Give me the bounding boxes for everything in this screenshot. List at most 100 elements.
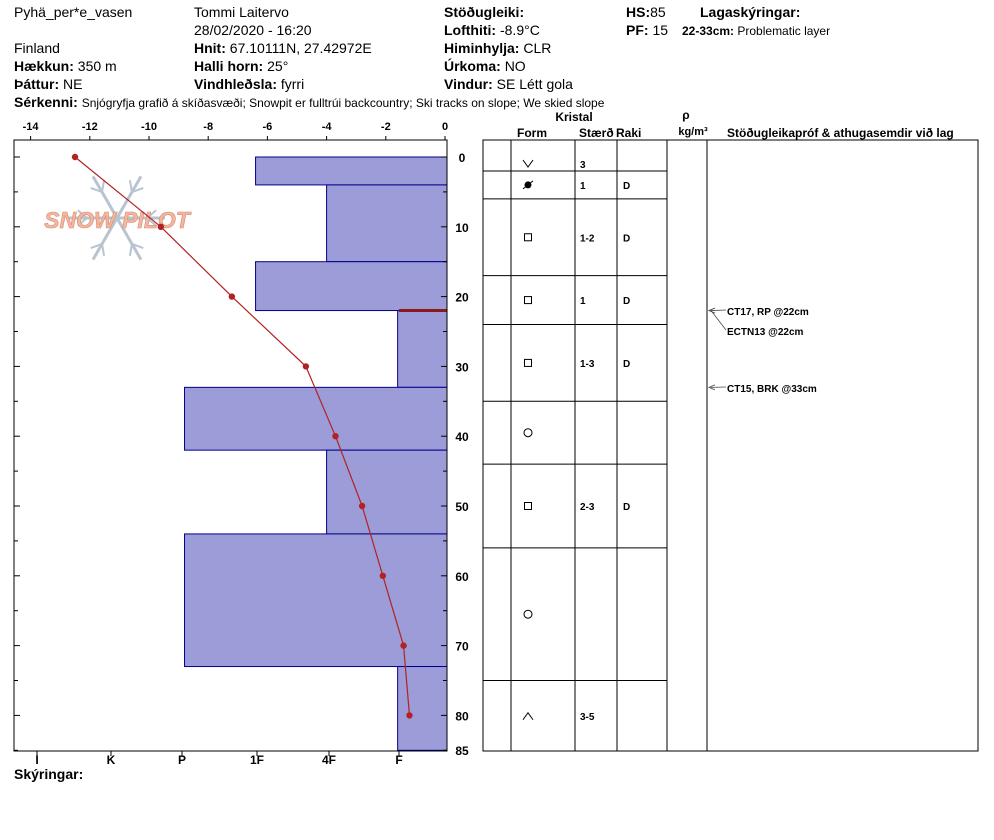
- temp-tick-label: -12: [82, 121, 98, 133]
- crystal-form-slash: [522, 180, 534, 190]
- snowflake-arm: [91, 217, 119, 261]
- coords-field: Hnit: 67.10111N, 27.42972E: [194, 40, 372, 56]
- pf-field: PF: 15: [626, 22, 668, 38]
- temperature-point: [332, 433, 339, 440]
- specifics-field: Sérkenni: Snjógryfja grafið á skíðasvæði…: [14, 94, 604, 110]
- wind-field: Vindur: SE Létt gola: [444, 76, 573, 92]
- crystal-form-icon: [524, 502, 532, 510]
- test-leader-line: [710, 310, 727, 331]
- crystal-form-icon: [522, 159, 534, 168]
- airtemp-value: -8.9°C: [499, 22, 540, 38]
- airtemp-label: Lofthiti:: [444, 22, 497, 38]
- temp-tick-label: -10: [141, 121, 157, 133]
- specifics-value: Snjógryfja grafið á skíðasvæði; Snowpit …: [81, 96, 605, 110]
- snowflake-branch: [128, 243, 133, 256]
- pf-label: PF:: [626, 22, 649, 38]
- axes: -14 -12 -10 -8 -6 -4 -2 0 0 10 20 30 40 50 60 70 80 85 I K P…: [14, 121, 469, 767]
- test-leader-line: [710, 309, 727, 311]
- notes-label: Skýringar:: [14, 766, 84, 782]
- precip-field: Úrkoma: NO: [444, 58, 526, 74]
- sky-value: CLR: [523, 40, 552, 56]
- test-arrow-icon: [707, 307, 716, 314]
- hardness-profile: [184, 156, 448, 751]
- depth-tick-label: 10: [455, 221, 469, 235]
- snowflake-branch: [90, 186, 103, 193]
- logo-text: SNOW PILOT: [44, 207, 192, 233]
- col-rho: ρ: [682, 108, 689, 122]
- aspect-label: Þáttur:: [14, 76, 60, 92]
- wind-value: SE Létt gola: [496, 76, 573, 92]
- crystal-table: Kristal Form Stærð Raki ρ kg/m³ Stöðugleikapró…: [482, 108, 979, 752]
- coords-label: Hnit:: [194, 40, 226, 56]
- snowflake-branch: [131, 186, 144, 193]
- snowflake-branch: [131, 243, 144, 250]
- depth-tick-label: 0: [459, 151, 466, 165]
- crystal-form-icon: [524, 296, 532, 305]
- crystal-size: 1-3: [580, 359, 595, 370]
- wind-loading-value: fyrri: [280, 76, 305, 92]
- hs-value: 85: [650, 4, 666, 20]
- depth-tick-label: 85: [455, 744, 469, 758]
- crystal-moisture: D: [623, 181, 630, 192]
- crystal-form-icon: [524, 358, 532, 367]
- hardness-tick-label: 4F: [322, 753, 336, 767]
- snowpilot-logo: SNOW PILOT: [44, 175, 192, 261]
- snowflake-branch: [146, 217, 157, 227]
- col-kristal: Kristal: [555, 110, 592, 124]
- snowflake-arm: [115, 175, 143, 219]
- stability-test-label: CT15, BRK @33cm: [727, 384, 817, 395]
- col-moisture: Raki: [616, 126, 641, 140]
- crystal-size: 3: [580, 160, 586, 171]
- snowflake-arm: [115, 217, 143, 261]
- layer-note: 22-33cm: Problematic layer: [682, 24, 830, 38]
- chart-frame: [13, 139, 448, 752]
- temperature-point: [358, 502, 366, 510]
- crystal-size: 1-2: [580, 233, 595, 244]
- depth-tick-label: 30: [455, 360, 469, 374]
- hardness-layer-bar: [255, 156, 448, 186]
- crystal-moisture: D: [623, 359, 630, 370]
- hardness-layer-bar: [184, 386, 448, 451]
- slope-field: Halli horn: 25°: [194, 58, 288, 74]
- temp-tick-label: 0: [442, 121, 448, 133]
- layer-note-range: 22-33cm:: [682, 24, 735, 38]
- snowflake-branch: [101, 243, 106, 256]
- temp-tick-label: -4: [322, 121, 333, 133]
- layer-note-text: Problematic layer: [737, 24, 831, 38]
- temp-tick-label: -6: [263, 121, 273, 133]
- slope-value: 25°: [267, 58, 289, 74]
- temperature-profile: [71, 153, 413, 719]
- temperature-point: [302, 363, 310, 370]
- depth-tick-label: 50: [455, 500, 469, 514]
- crystal-size: 2-3: [580, 502, 595, 513]
- country: Finland: [14, 40, 60, 56]
- depth-tick-label: 60: [455, 570, 469, 584]
- hardness-layer-bar: [184, 533, 448, 668]
- temperature-point: [71, 153, 79, 161]
- wind-label: Vindur:: [444, 76, 493, 92]
- stability-test-label: ECTN13 @22cm: [727, 327, 804, 338]
- specifics-label: Sérkenni:: [14, 94, 78, 110]
- slope-label: Halli horn:: [194, 58, 264, 74]
- hardness-layer-bar: [255, 261, 448, 312]
- elevation-value: 350 m: [77, 58, 117, 74]
- temperature-point: [400, 642, 407, 649]
- depth-tick-label: 40: [455, 430, 469, 444]
- crystal-size: 1: [580, 296, 586, 307]
- depth-tick-label: 20: [455, 291, 469, 305]
- hardness-tick-label: 1F: [250, 753, 264, 767]
- temperature-point: [379, 572, 387, 579]
- datetime: 28/02/2020 - 16:20: [194, 22, 312, 38]
- coords-value: 67.10111N, 27.42972E: [229, 40, 372, 56]
- sky-label: Himinhylja:: [444, 40, 520, 56]
- observer: Tommi Laitervo: [194, 4, 289, 20]
- crystal-form-icon: [524, 233, 532, 242]
- snowflake-branch: [90, 243, 103, 250]
- hardness-tick-label: P: [178, 753, 186, 767]
- col-form: Form: [517, 126, 547, 140]
- precip-label: Úrkoma:: [444, 58, 501, 74]
- precip-value: NO: [504, 58, 526, 74]
- col-tests: Stöðugleikapróf & athugasemdir við lag: [727, 126, 954, 140]
- hs-label: HS:: [626, 4, 651, 20]
